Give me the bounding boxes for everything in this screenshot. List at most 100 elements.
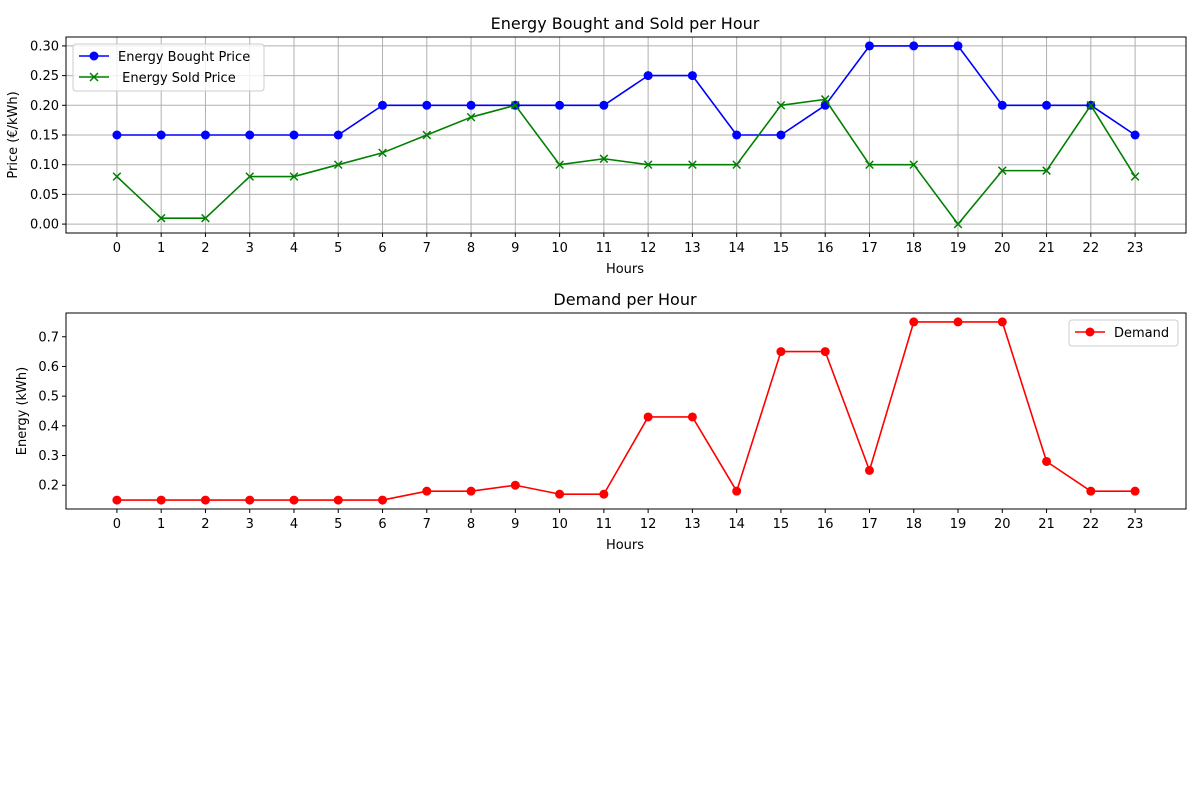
x-tick-label: 22 xyxy=(1083,241,1100,256)
legend: Demand xyxy=(1068,319,1179,347)
data-point xyxy=(422,100,432,110)
legend-marker-bought xyxy=(89,51,99,61)
data-point xyxy=(422,130,432,140)
legend-label-demand: Demand xyxy=(1114,326,1169,341)
legend-marker-sold xyxy=(89,72,99,82)
data-point xyxy=(776,100,786,110)
data-point xyxy=(289,172,299,181)
data-point xyxy=(1042,100,1052,110)
y-tick-label: 0.2 xyxy=(38,479,59,494)
axes-frame xyxy=(65,312,1187,510)
data-point xyxy=(732,160,742,170)
data-point xyxy=(112,495,122,505)
x-axis-ticks: 0 1 2 3 4 5 6 7 8 9 10 11 12 13 14 15 16 17 18 19 20 21 22 23 xyxy=(113,509,1144,532)
data-point xyxy=(289,495,299,505)
data-point xyxy=(200,130,210,140)
data-point xyxy=(466,100,476,110)
data-point xyxy=(555,160,564,170)
x-tick-label: 10 xyxy=(551,241,568,256)
series-layer xyxy=(112,41,1140,229)
data-point xyxy=(333,495,343,505)
data-point xyxy=(909,41,919,51)
data-point xyxy=(776,347,786,357)
x-tick-label: 11 xyxy=(596,241,613,256)
data-point xyxy=(909,317,919,327)
y-tick-label: 0.4 xyxy=(38,419,59,434)
x-tick-label: 0 xyxy=(113,241,121,256)
legend-box xyxy=(1068,319,1179,347)
y-tick-label: 0.10 xyxy=(30,158,59,173)
x-tick-label: 16 xyxy=(817,517,834,532)
x-tick-label: 7 xyxy=(423,241,431,256)
legend-label-bought: Energy Bought Price xyxy=(118,50,250,65)
data-point xyxy=(599,489,609,499)
legend-box xyxy=(72,43,265,92)
x-tick-label: 12 xyxy=(640,241,657,256)
data-point xyxy=(864,41,874,51)
x-tick-label: 1 xyxy=(157,517,165,532)
legend-marker-demand xyxy=(1085,327,1095,337)
data-point xyxy=(1130,172,1140,181)
y-tick-label: 0.3 xyxy=(38,449,59,464)
data-point xyxy=(378,100,388,110)
data-point xyxy=(820,347,830,357)
data-point xyxy=(1086,100,1096,110)
data-point xyxy=(422,486,432,496)
x-tick-label: 22 xyxy=(1083,517,1100,532)
data-point xyxy=(245,495,255,505)
x-tick-label: 23 xyxy=(1127,517,1144,532)
data-point xyxy=(200,495,210,505)
x-tick-label: 17 xyxy=(861,241,878,256)
data-point xyxy=(333,130,343,140)
x-tick-label: 18 xyxy=(905,241,922,256)
series-layer xyxy=(112,317,1140,505)
data-point xyxy=(1130,486,1140,496)
data-point xyxy=(732,130,742,140)
data-point xyxy=(112,130,122,140)
legend-label-sold: Energy Sold Price xyxy=(118,71,236,86)
data-point xyxy=(245,130,255,140)
x-tick-label: 6 xyxy=(378,241,386,256)
data-point xyxy=(466,112,476,122)
x-tick-label: 9 xyxy=(511,241,519,256)
data-point xyxy=(245,172,255,181)
x-tick-label: 21 xyxy=(1038,241,1055,256)
data-point xyxy=(688,160,697,170)
data-point xyxy=(333,160,343,170)
data-point xyxy=(555,489,565,499)
data-point xyxy=(643,71,653,81)
data-point xyxy=(201,213,210,223)
data-point xyxy=(378,148,387,158)
y-tick-label: 0.6 xyxy=(38,360,59,375)
data-point xyxy=(466,486,476,496)
data-point xyxy=(687,71,697,81)
x-tick-label: 14 xyxy=(728,517,745,532)
x-tick-label: 13 xyxy=(684,517,701,532)
data-point xyxy=(953,41,963,51)
x-tick-label: 3 xyxy=(246,517,254,532)
data-point xyxy=(820,95,830,104)
x-tick-label: 13 xyxy=(684,241,701,256)
x-tick-label: 7 xyxy=(423,517,431,532)
data-point xyxy=(378,495,388,505)
data-point xyxy=(599,154,609,164)
data-point xyxy=(864,465,874,475)
data-point xyxy=(1086,486,1096,496)
x-tick-label: 2 xyxy=(201,517,209,532)
x-tick-label: 4 xyxy=(290,241,298,256)
x-tick-label: 3 xyxy=(246,241,254,256)
y-tick-label: 0.25 xyxy=(30,69,59,84)
x-tick-label: 16 xyxy=(817,241,834,256)
legend: Energy Bought Price Energy Sold Price xyxy=(72,43,265,92)
data-point xyxy=(909,160,919,170)
y-axis-ticks: 0.2 0.3 0.4 0.5 0.6 0.7 xyxy=(38,330,66,494)
x-axis-label: Hours xyxy=(606,262,644,277)
x-tick-label: 5 xyxy=(334,517,342,532)
data-point xyxy=(555,100,565,110)
x-tick-label: 15 xyxy=(773,241,790,256)
series-energy-sold-price xyxy=(112,95,1140,229)
data-point xyxy=(156,130,166,140)
y-tick-label: 0.30 xyxy=(30,39,59,54)
data-point xyxy=(865,160,874,170)
data-point xyxy=(112,172,122,181)
